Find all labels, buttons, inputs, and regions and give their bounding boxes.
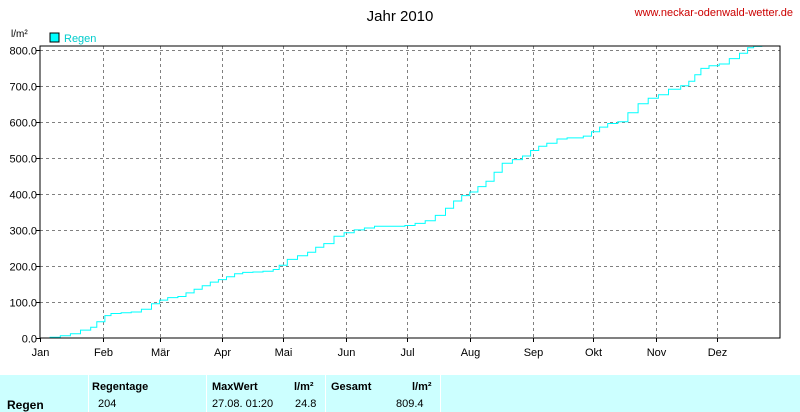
website-link[interactable]: www.neckar-odenwald-wetter.de bbox=[634, 7, 793, 19]
legend-label: Regen bbox=[64, 33, 96, 45]
y-tick-label: 500.0 bbox=[9, 154, 37, 166]
y-tick-label: 600.0 bbox=[9, 118, 37, 130]
header-unit-max: l/m² bbox=[294, 381, 314, 393]
x-tick-label: Aug bbox=[461, 347, 481, 359]
header-unit-gesamt: l/m² bbox=[412, 381, 432, 393]
x-tick-label: Mär bbox=[151, 347, 170, 359]
y-tick-label: 0.0 bbox=[22, 334, 37, 346]
row-label: Regen bbox=[7, 398, 44, 412]
x-tick-label: Jun bbox=[338, 347, 356, 359]
x-tick-label: Sep bbox=[524, 347, 544, 359]
y-axis-unit: l/m² bbox=[11, 29, 28, 40]
x-tick-label: Okt bbox=[585, 347, 602, 359]
series-line-regen bbox=[40, 45, 763, 339]
y-tick-label: 300.0 bbox=[9, 226, 37, 238]
y-tick-label: 400.0 bbox=[9, 190, 37, 202]
y-tick-label: 700.0 bbox=[9, 82, 37, 94]
header-maxwert: MaxWert bbox=[212, 381, 258, 393]
value-max-datetime: 27.08. 01:20 bbox=[212, 398, 274, 410]
rain-chart: Jahr 2010 www.neckar-odenwald-wetter.de … bbox=[9, 7, 793, 359]
x-tick-label: Dez bbox=[708, 347, 728, 359]
summary-table: Regentage MaxWert l/m² Gesamt l/m² Regen… bbox=[0, 375, 800, 412]
value-max: 24.8 bbox=[295, 398, 317, 410]
chart-title: Jahr 2010 bbox=[367, 8, 434, 25]
y-axis-ticks: 0.0 100.0 200.0 300.0 400.0 500.0 600.0 700.0 80… bbox=[9, 46, 40, 346]
plot-frame bbox=[39, 45, 781, 339]
y-tick-label: 200.0 bbox=[9, 262, 37, 274]
x-axis-ticks: Jan Feb Mär Apr Mai Jun Jul Aug Sep Okt Nov Dez bbox=[32, 338, 728, 359]
x-tick-label: Jan bbox=[32, 347, 50, 359]
header-gesamt: Gesamt bbox=[331, 381, 372, 393]
x-tick-label: Feb bbox=[94, 347, 113, 359]
legend-swatch bbox=[49, 32, 60, 43]
value-regentage: 204 bbox=[98, 398, 117, 410]
value-gesamt: 809.4 bbox=[396, 398, 424, 410]
x-tick-label: Nov bbox=[647, 347, 667, 359]
x-tick-label: Apr bbox=[214, 347, 231, 359]
header-regentage: Regentage bbox=[92, 381, 149, 393]
y-tick-label: 800.0 bbox=[9, 46, 37, 58]
y-tick-label: 100.0 bbox=[9, 298, 37, 310]
x-tick-label: Mai bbox=[275, 347, 293, 359]
x-tick-label: Jul bbox=[400, 347, 414, 359]
